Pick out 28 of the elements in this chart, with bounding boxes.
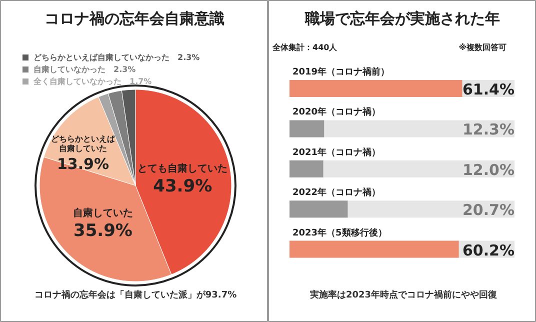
data-label: 12.3% (462, 120, 515, 139)
text: コロナ禍の忘年会は「自粛していた派」が93.7% (34, 290, 237, 300)
slice-label: どちらかといえば自粛していた (51, 134, 116, 154)
data-label: 61.4% (462, 80, 515, 98)
legend-label: 自粛していなかった 2.3% (34, 65, 136, 74)
text: 実施率は2023年時点でコロナ禍前にやや回復 (308, 290, 498, 300)
y-tick-label: 2020年（コロナ禍） (292, 106, 381, 118)
y-tick-label: 2022年（コロナ禍） (292, 187, 381, 198)
y-tick-label: 2019年（コロナ禍前） (292, 66, 390, 78)
data-label: 12.0% (462, 160, 515, 179)
legend-label: どちらかといえば自粛していなかった 2.3% (34, 53, 200, 62)
chart-title: コロナ禍の忘年会自粛意識 (44, 10, 224, 28)
data-label: 60.2% (462, 241, 515, 260)
data-label: 20.7% (462, 201, 515, 220)
y-tick-label: 2023年（5類移行後） (292, 227, 387, 238)
bar (290, 160, 324, 178)
text: 全体集計：440人 (272, 43, 338, 52)
chart-title: 職場で忘年会が実施された年 (304, 10, 500, 28)
data-label: 13.9% (56, 155, 110, 174)
y-tick-label: 2021年（コロナ禍） (292, 146, 381, 158)
slice-label: 自粛していた (72, 206, 133, 219)
legend-label: 全く自粛していなかった 1.7% (32, 77, 152, 86)
slice-label: とても自粛していた (138, 162, 228, 174)
bar (290, 120, 324, 138)
data-label: 43.9% (153, 176, 212, 196)
text: ※複数回答可 (458, 43, 507, 52)
bar (290, 80, 462, 97)
data-label: 35.9% (73, 220, 132, 241)
